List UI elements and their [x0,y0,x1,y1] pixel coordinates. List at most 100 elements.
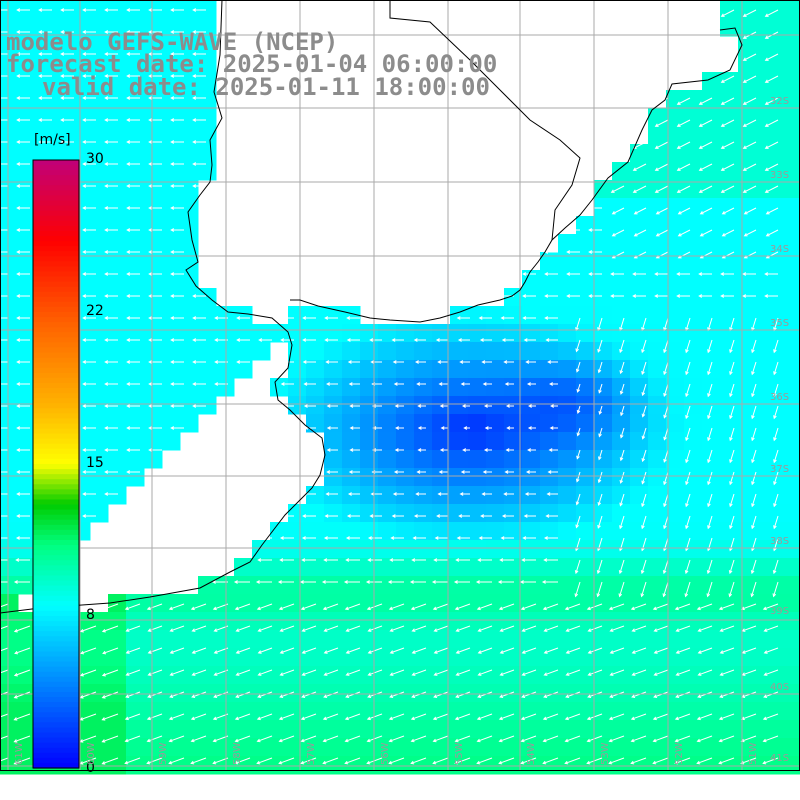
wind-arrow [148,647,163,654]
wind-speed-cell [738,216,757,235]
wind-speed-cell [162,216,181,235]
colorbar-segment [33,433,79,440]
wind-speed-cell [126,720,145,739]
wind-arrow-head [520,716,525,721]
wind-arrow-head [751,437,755,442]
wind-speed-cell [180,234,199,253]
wind-arrow [389,757,405,764]
wind-arrow-head [16,74,21,78]
wind-arrow-head [676,145,681,149]
wind-speed-cell [792,162,800,181]
wind-arrow-head [751,371,755,376]
wind-speed-cell [720,234,739,253]
wind-speed-cell [774,504,793,523]
wind-speed-cell [792,288,800,307]
wind-arrow-head [322,716,327,721]
wind-speed-cell [522,630,541,649]
wind-arrow [677,185,691,193]
wind-speed-cell [684,144,703,163]
colorbar-segment [33,524,79,531]
wind-arrow-head [410,760,415,765]
wind-arrow-head [411,650,416,654]
wind-arrow-head [300,716,305,721]
wind-speed-cell [144,90,163,109]
wind-arrow-head [82,250,87,254]
wind-arrow [433,691,449,698]
wind-arrow-head [652,716,657,721]
wind-arrow [390,625,405,632]
wind-speed-cell [738,252,757,271]
wind-arrow-head [588,294,593,298]
wind-arrow-head [707,437,711,442]
wind-arrow-head [597,524,601,529]
colorbar-segment [33,448,79,455]
wind-speed-cell [576,720,595,739]
wind-arrow-head [16,404,21,408]
wind-arrow [763,735,779,742]
wind-speed-cell [432,342,451,361]
wind-speed-cell [0,54,19,73]
wind-speed-cell [378,576,397,595]
wind-speed-cell [522,360,541,379]
wind-speed-cell [180,720,199,739]
wind-speed-cell [648,306,667,325]
wind-arrow-head [104,382,109,386]
wind-speed-cell [198,126,217,145]
wind-speed-cell [468,720,487,739]
wind-arrow [80,691,97,699]
wind-arrow-head [279,628,284,632]
wind-speed-cell [468,540,487,559]
colorbar-segment [33,631,79,637]
wind-arrow-head [104,8,109,12]
wind-speed-cell [0,36,19,55]
wind-arrow [191,735,207,742]
wind-arrow-head [588,206,593,210]
wind-speed-cell [468,756,487,775]
wind-arrow-head [439,448,444,452]
wind-speed-cell [126,216,145,235]
wind-arrow [191,757,207,764]
wind-arrow-head [729,371,733,376]
wind-speed-cell [162,324,181,343]
wind-speed-cell [738,594,757,613]
colorbar-segment [33,600,79,607]
longitude-label: 56W [380,742,391,765]
wind-speed-cell [414,702,433,721]
wind-speed-cell [792,612,800,631]
wind-speed-cell [720,720,739,739]
wind-speed-cell [180,198,199,217]
wind-arrow-head [125,672,130,676]
wind-speed-cell [558,630,577,649]
colorbar-segment [33,236,79,242]
wind-arrow-head [685,459,689,464]
wind-speed-cell [792,558,800,577]
wind-speed-cell [594,594,613,613]
wind-speed-cell [522,288,541,307]
wind-arrow-head [126,184,131,188]
wind-speed-cell [576,450,595,469]
wind-arrow-head [543,558,548,562]
wind-speed-cell [576,684,595,703]
wind-speed-cell [576,540,595,559]
colorbar-segment [33,337,79,343]
wind-speed-cell [0,684,19,703]
wind-speed-cell [702,504,721,523]
wind-arrow [80,735,97,743]
wind-speed-cell [702,612,721,631]
wind-speed-cell [630,450,649,469]
colorbar-segment [33,605,79,612]
wind-speed-cell [486,540,505,559]
wind-speed-cell [126,342,145,361]
wind-speed-cell [126,324,145,343]
wind-speed-cell [180,702,199,721]
wind-arrow-head [190,606,195,611]
wind-arrow [685,581,691,597]
wind-speed-cell [702,522,721,541]
wind-speed-cell [360,540,379,559]
wind-arrow [80,603,97,611]
wind-arrow-head [542,738,547,743]
wind-speed-cell [288,504,307,523]
wind-arrow-head [389,628,394,632]
wind-speed-cell [198,0,217,19]
